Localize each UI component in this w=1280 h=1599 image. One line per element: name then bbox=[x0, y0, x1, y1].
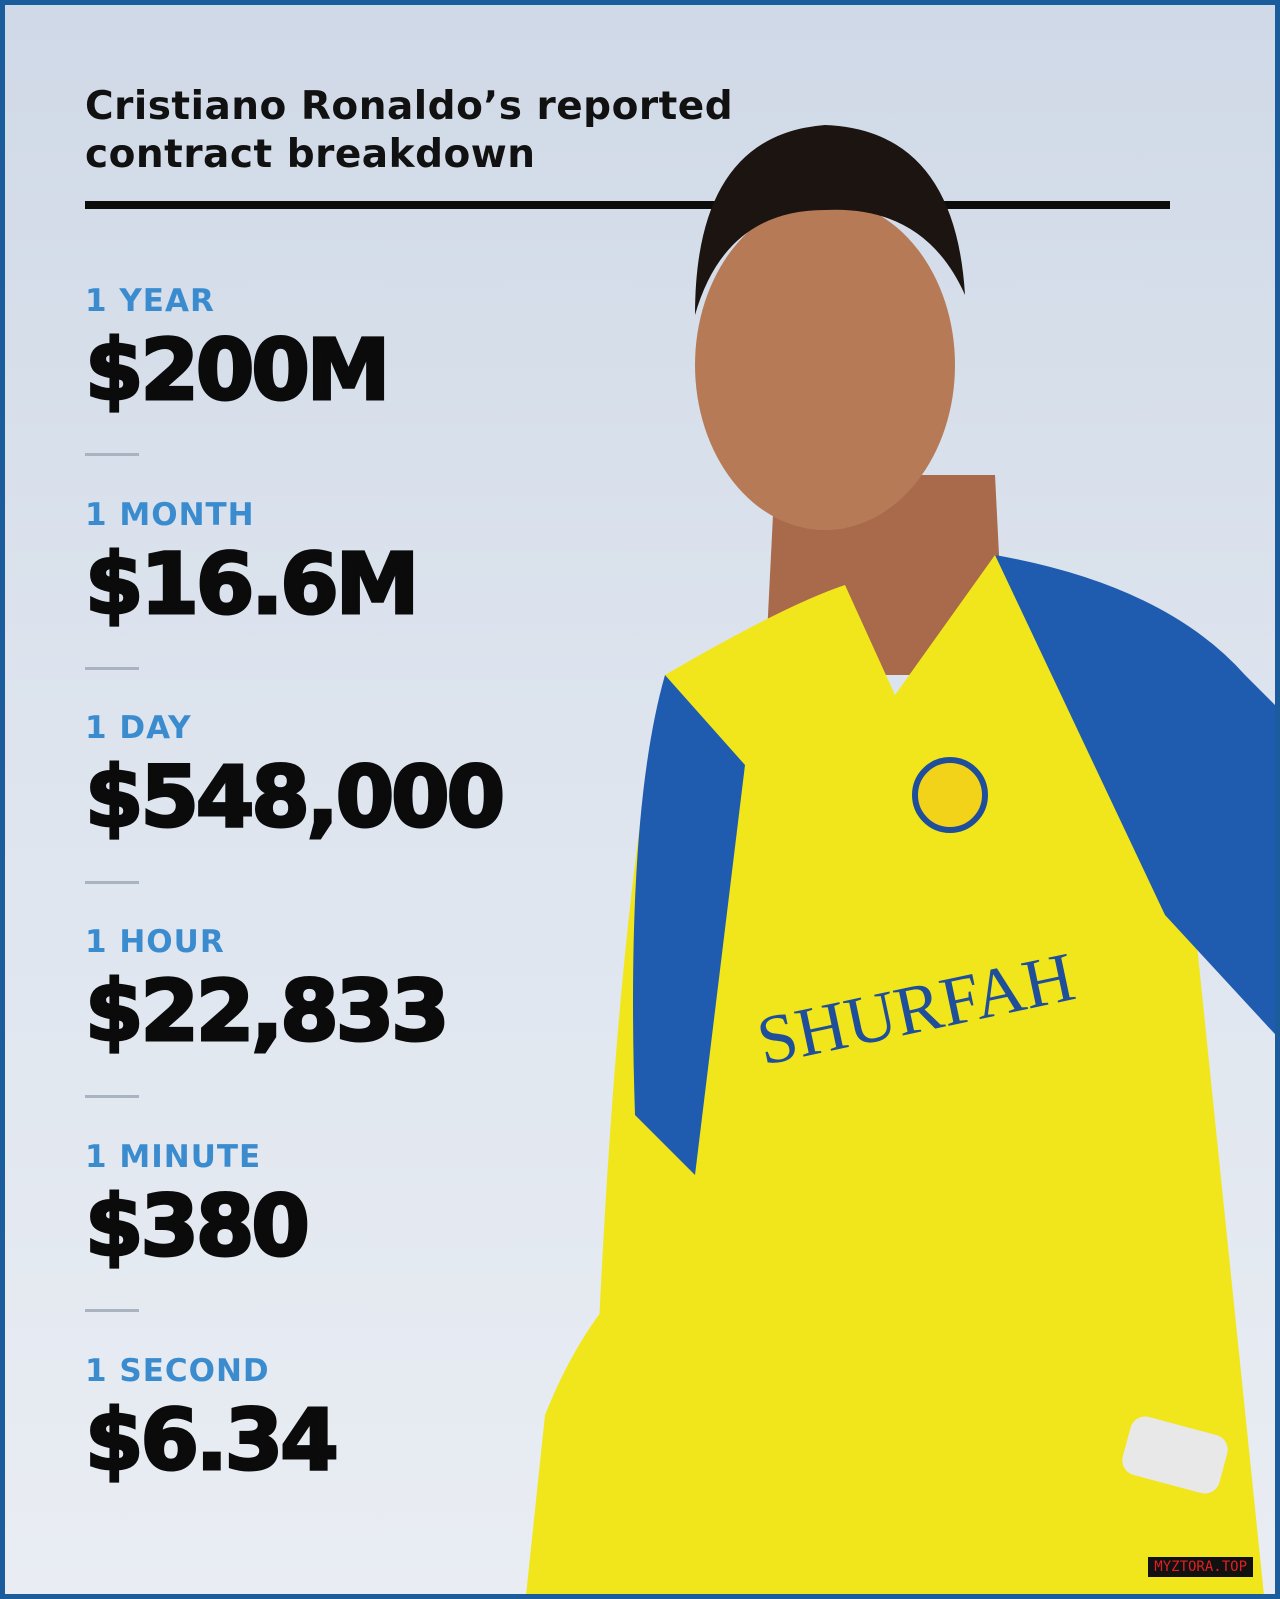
club-crest bbox=[912, 757, 988, 833]
period-label: 1 SECOND bbox=[85, 1353, 270, 1389]
period-label: 1 MONTH bbox=[85, 497, 255, 533]
forearm bbox=[526, 1265, 675, 1594]
amount-value: $380 bbox=[84, 1177, 312, 1275]
title-rule bbox=[85, 201, 1170, 209]
divider bbox=[85, 453, 139, 456]
player-photo: SHURFAH bbox=[526, 125, 1275, 1594]
wristband bbox=[1122, 1416, 1228, 1494]
divider bbox=[85, 667, 139, 670]
divider bbox=[85, 881, 139, 884]
title-line-1: Cristiano Ronaldo’s reported bbox=[85, 84, 734, 129]
period-label: 1 DAY bbox=[85, 710, 192, 746]
breakdown-second: 1 SECOND $6.34 bbox=[84, 1353, 341, 1489]
watermark: MYZTORA.TOP bbox=[1148, 1557, 1253, 1577]
right-sleeve bbox=[995, 555, 1275, 1035]
period-label: 1 MINUTE bbox=[85, 1139, 262, 1175]
breakdown-month: 1 MONTH $16.6M bbox=[83, 497, 420, 633]
breakdown-day: 1 DAY $548,000 bbox=[83, 710, 506, 846]
title-line-2: contract breakdown bbox=[85, 132, 536, 177]
left-sleeve bbox=[633, 675, 745, 1175]
breakdown-hour: 1 HOUR $22,833 bbox=[84, 924, 452, 1060]
divider bbox=[85, 1095, 139, 1098]
breakdown-minute: 1 MINUTE $380 bbox=[84, 1139, 312, 1275]
amount-value: $16.6M bbox=[83, 535, 420, 633]
period-label: 1 HOUR bbox=[85, 924, 225, 960]
divider bbox=[85, 1309, 139, 1312]
amount-value: $548,000 bbox=[83, 748, 506, 846]
amount-value: $200M bbox=[83, 321, 391, 419]
amount-value: $22,833 bbox=[84, 962, 452, 1060]
breakdown-year: 1 YEAR $200M bbox=[83, 283, 391, 419]
title: Cristiano Ronaldo’s reported contract br… bbox=[85, 83, 733, 179]
period-label: 1 YEAR bbox=[85, 283, 215, 319]
head bbox=[695, 200, 955, 530]
amount-value: $6.34 bbox=[84, 1391, 341, 1489]
hair bbox=[695, 125, 965, 315]
